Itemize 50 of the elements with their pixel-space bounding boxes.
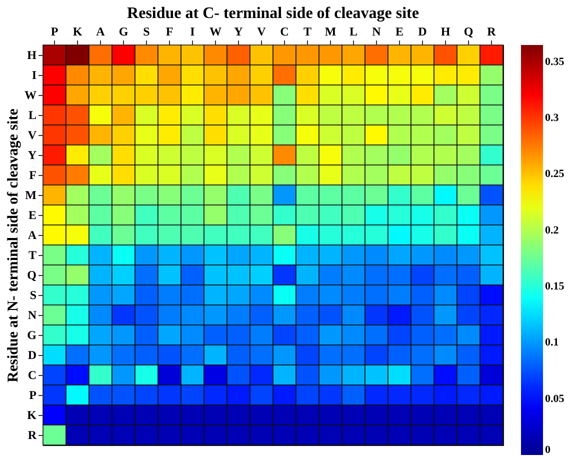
x-tick-label: E	[395, 24, 404, 38]
color-bar-label: 0.05	[545, 392, 565, 405]
x-tick-label: K	[72, 24, 83, 38]
x-tick-label: Y	[234, 24, 244, 38]
x-tick-label: S	[143, 24, 150, 38]
color-bar-label: 0.25	[545, 168, 565, 180]
y-tick-label: A	[28, 228, 37, 242]
x-tick-label: C	[280, 24, 289, 38]
x-tick-label: I	[190, 24, 196, 38]
y-tick-label: W	[24, 88, 36, 102]
y-tick-label: Q	[27, 268, 36, 282]
y-tick-label: I	[32, 68, 37, 82]
x-tick-label: A	[96, 24, 106, 38]
x-tick-label: M	[324, 24, 336, 38]
y-tick-label: D	[28, 348, 37, 362]
y-tick-label: Y	[28, 148, 37, 162]
x-tick-label: F	[166, 24, 174, 38]
y-tick-label: V	[28, 128, 37, 142]
y-tick-label: G	[27, 328, 36, 342]
color-bar-label: 0.35	[545, 56, 565, 68]
y-tick-label: H	[27, 48, 38, 62]
x-tick-label: T	[303, 24, 312, 38]
color-bar-label: 0	[545, 444, 551, 456]
x-tick-label: P	[50, 24, 58, 38]
chart-title: Residue at C- terminal side of cleavage site	[127, 5, 419, 22]
color-bar-label: 0.1	[545, 336, 559, 349]
x-tick-label: W	[210, 24, 222, 38]
x-tick-label: Q	[464, 24, 474, 38]
x-tick-label: D	[418, 24, 428, 38]
y-tick-label: S	[30, 288, 37, 302]
y-tick-label: R	[28, 428, 37, 442]
y-tick-label: E	[28, 208, 36, 222]
color-bar-label: 0.2	[545, 224, 560, 236]
x-tick-label: R	[487, 24, 496, 38]
y-tick-label: N	[28, 308, 37, 322]
y-tick-label: C	[28, 368, 36, 382]
y-tick-label: P	[29, 388, 36, 402]
y-tick-label: F	[29, 168, 36, 182]
y-tick-label: T	[28, 248, 36, 262]
y-axis-title: Residue at N- terminal side of cleavage site	[6, 108, 22, 382]
x-tick-label: L	[349, 24, 358, 38]
y-tick-label: M	[25, 188, 36, 202]
color-bar-label: 0.15	[545, 280, 565, 293]
color-bar-label: 0.3	[545, 112, 560, 124]
x-tick-label: G	[118, 24, 128, 38]
x-tick-label: H	[440, 24, 451, 38]
x-tick-label: V	[257, 24, 266, 38]
y-tick-label: K	[27, 408, 38, 422]
y-tick-label: L	[28, 108, 36, 122]
x-tick-label: N	[372, 24, 382, 38]
